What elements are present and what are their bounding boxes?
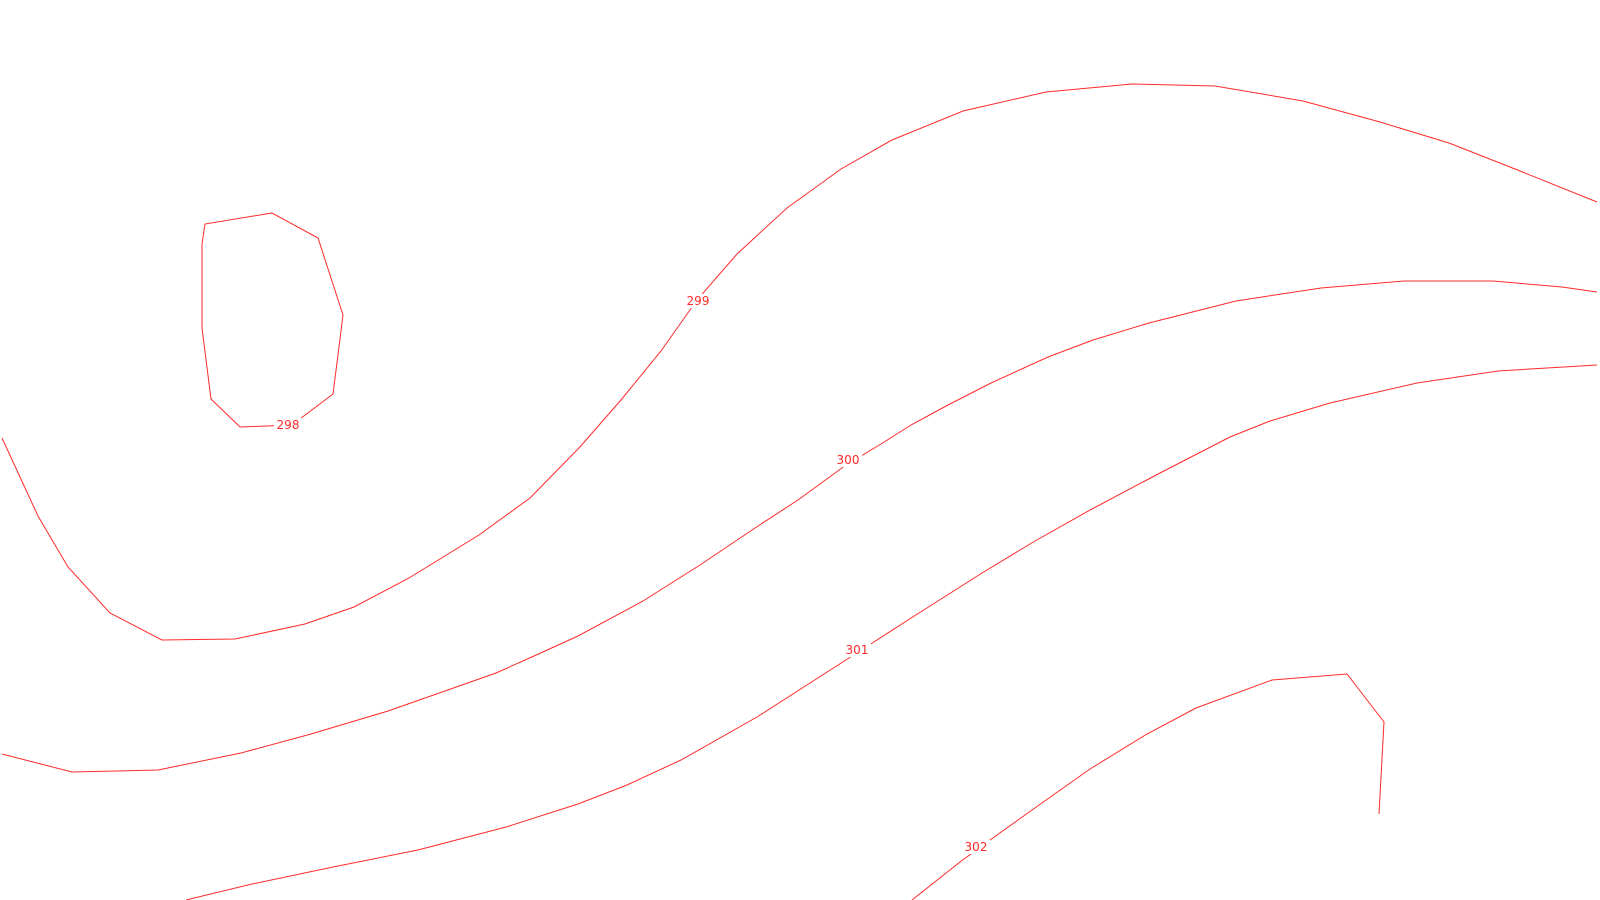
contour-300: 300 [1,280,1598,773]
contour-302: 302 [911,673,1385,900]
contour-label-halo-301 [843,643,871,657]
contour-line-302 [911,673,1385,900]
contour-line-301 [185,364,1598,900]
contour-298: 298 [201,212,344,432]
contour-line-299 [1,83,1598,641]
contour-label-301: 301 [846,643,869,657]
contour-line-300 [1,280,1598,773]
contour-301: 301 [185,364,1598,900]
contour-label-halo-302 [962,840,990,854]
contour-label-halo-298 [274,418,302,432]
contour-label-halo-300 [834,453,862,467]
contour-line-298 [201,212,344,428]
contour-label-halo-299 [684,294,712,308]
contour-299: 299 [1,83,1598,641]
contour-label-300: 300 [837,453,860,467]
contour-label-298: 298 [277,418,300,432]
contour-label-299: 299 [687,294,710,308]
contour-label-302: 302 [965,840,988,854]
